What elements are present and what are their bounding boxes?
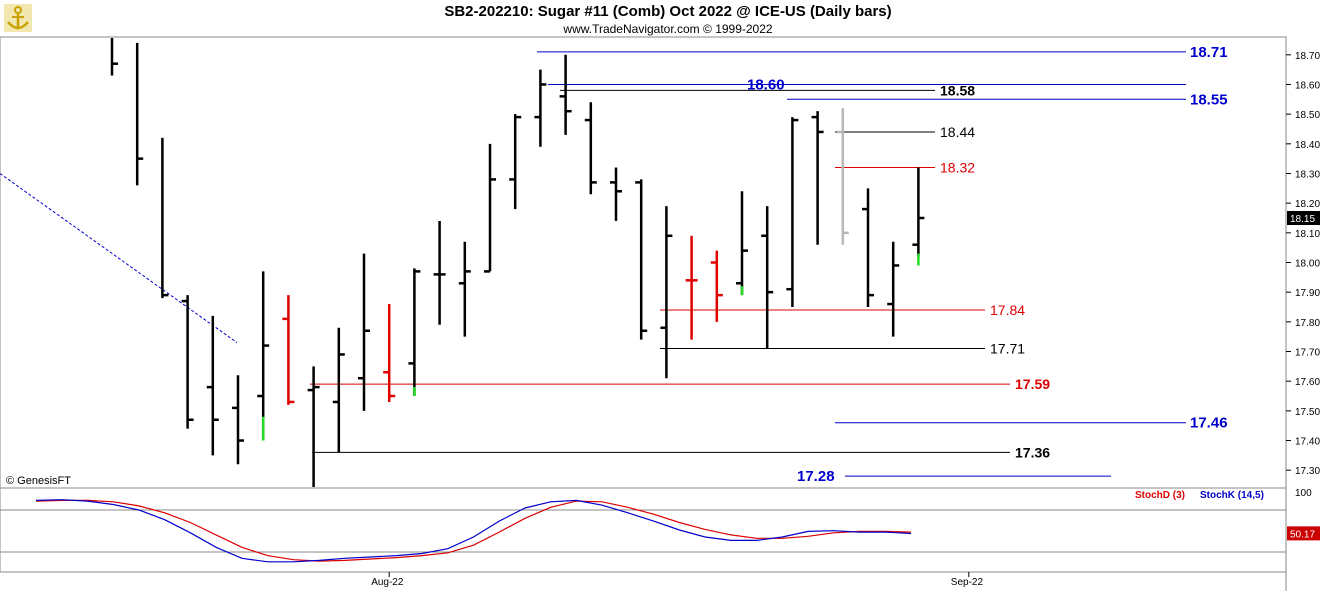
level-label: 17.71	[990, 341, 1025, 357]
ohlc-bars-layer	[110, 38, 925, 487]
level-label: 18.58	[940, 82, 975, 98]
level-label: 18.55	[1190, 91, 1228, 108]
dashed-trendline	[0, 173, 238, 344]
stoch-pane-frame	[0, 487, 1287, 573]
watermark: © GenesisFT	[6, 475, 71, 487]
stoch-last-badge	[1287, 526, 1320, 541]
price-tick-label: 18.70	[1295, 51, 1320, 62]
price-tick-label: 17.40	[1295, 437, 1320, 448]
level-label: 17.28	[797, 468, 835, 485]
price-tick-label: 18.20	[1295, 199, 1320, 210]
level-label: 17.59	[1015, 376, 1050, 392]
level-label: 17.36	[1015, 444, 1050, 460]
stoch-series-line	[35, 499, 912, 562]
stoch-last-label: 50.17	[1290, 529, 1315, 540]
price-tick-label: 18.60	[1295, 80, 1320, 91]
price-tick-label: 17.30	[1295, 466, 1320, 477]
price-tick-label: 18.50	[1295, 110, 1320, 121]
chart-subtitle: www.TradeNavigator.com © 1999-2022	[563, 22, 773, 36]
level-label: 18.60	[747, 76, 785, 93]
price-tick-label: 18.10	[1295, 229, 1320, 240]
level-lines-layer: 18.71 18.60 18.58 18.55 18.44 18.32 17.84 17.71…	[310, 44, 1228, 485]
chart-title: SB2-202210: Sugar #11 (Comb) Oct 2022 @ …	[444, 3, 892, 20]
last-price-badge	[1287, 210, 1320, 225]
last-price-layer: 18.15	[1287, 210, 1320, 225]
price-tick-label: 17.60	[1295, 377, 1320, 388]
stoch-legend-label: StochD (3)	[1135, 490, 1185, 501]
stochastic-layer: 100 StochD (3) StochK (14,5) 50.17	[0, 488, 1320, 563]
level-label: 18.44	[940, 124, 975, 140]
time-tick-label: Sep-22	[951, 577, 984, 588]
stoch-series-line	[35, 499, 912, 563]
price-tick-label: 18.40	[1295, 140, 1320, 151]
price-tick-label: 18.30	[1295, 169, 1320, 180]
price-tick-label: 17.50	[1295, 407, 1320, 418]
last-price-label: 18.15	[1290, 214, 1315, 225]
price-tick-label: 17.90	[1295, 288, 1320, 299]
level-label: 17.84	[990, 302, 1025, 318]
level-label: 17.46	[1190, 415, 1228, 432]
price-tick-label: 18.00	[1295, 259, 1320, 270]
trendline-layer	[0, 173, 238, 344]
time-tick-label: Aug-22	[371, 577, 404, 588]
anchor-logo-icon	[4, 4, 32, 32]
stoch-tick-label: 100	[1295, 488, 1312, 499]
level-label: 18.71	[1190, 44, 1228, 61]
time-axis-labels: Aug-22 Sep-22	[371, 572, 983, 588]
price-axis-ticks: 17.30 17.40 17.50 17.60 17.70 17.80 17.90 18.00…	[1286, 51, 1320, 477]
stoch-legend-label: StochK (14,5)	[1200, 490, 1264, 501]
price-tick-label: 17.80	[1295, 318, 1320, 329]
price-tick-label: 17.70	[1295, 348, 1320, 359]
level-label: 18.32	[940, 160, 975, 176]
